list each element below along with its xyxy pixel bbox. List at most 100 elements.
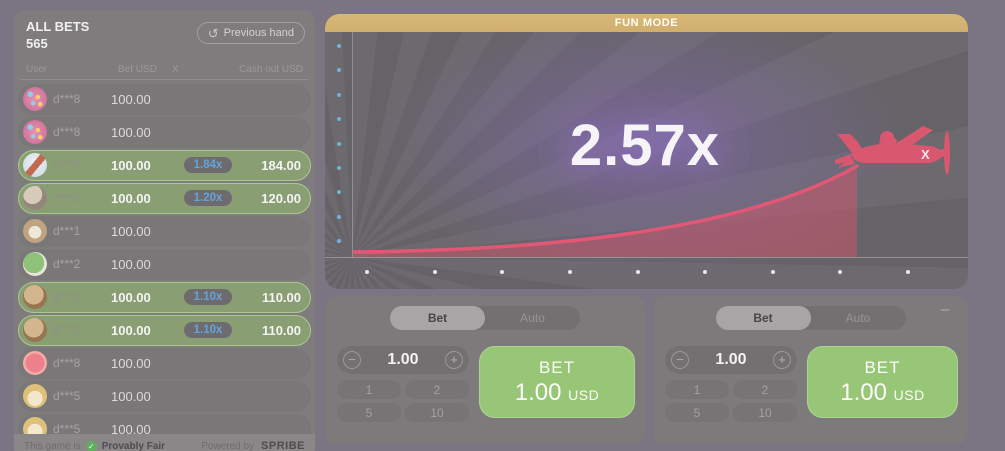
axis-dot — [337, 141, 341, 146]
fun-mode-banner: FUN MODE — [325, 14, 968, 32]
multiplier-curve — [353, 164, 859, 257]
decrease-amount-button[interactable]: − — [343, 351, 361, 369]
username: d***5 — [53, 389, 81, 404]
bet-amount: 100.00 — [111, 190, 151, 206]
axis-dot — [337, 214, 341, 219]
axis-dot — [337, 117, 341, 122]
quick-amount-chip-10[interactable]: 10 — [733, 403, 797, 422]
bet-button[interactable]: BET 1.00 USD — [479, 346, 635, 418]
bet-list-item: d***8 100.00 — [18, 347, 311, 379]
amount-stepper: − 1.00 + — [337, 346, 469, 374]
decrease-amount-button[interactable]: − — [671, 351, 689, 369]
bet-amount: 100.00 — [111, 223, 151, 239]
bet-panel-body: − 1.00 + 1 2 5 10 BET 1.00 USD — [337, 346, 635, 422]
username: d***2 — [53, 191, 81, 206]
axis-dot — [838, 269, 843, 274]
sidebar-header: ALL BETS 565 ↺ Previous hand — [14, 10, 315, 55]
multiplier-badge: 1.10x — [183, 322, 233, 339]
bet-amount: 100.00 — [111, 388, 151, 404]
amount-value[interactable]: 1.00 — [715, 351, 747, 368]
all-bets-count: 565 — [26, 35, 48, 51]
bet-amount: 100.00 — [111, 322, 151, 338]
quick-amount-chip-1[interactable]: 1 — [337, 380, 401, 399]
provably-fair-link[interactable]: Provably Fair — [101, 440, 166, 451]
bet-list-item: d***5 100.00 — [18, 380, 311, 412]
bets-table-header: User Bet USD X Cash out USD — [20, 60, 309, 80]
username: d***8 — [53, 92, 81, 107]
bet-panel-body: − 1.00 + 1 2 5 10 BET 1.00 USD — [665, 346, 958, 422]
bet-list-item: d***8 100.00 — [18, 83, 311, 115]
bet-button-currency: USD — [893, 386, 925, 403]
bet-amount: 100.00 — [111, 289, 151, 305]
cashout-amount: 110.00 — [261, 322, 301, 338]
user-avatar-eagle — [23, 153, 47, 178]
quick-amount-chips: 1 2 5 10 — [337, 380, 469, 422]
user-avatar-dog — [23, 186, 47, 211]
increase-amount-button[interactable]: + — [772, 351, 791, 369]
bet-list-item: d***2 100.00 1.10x 110.00 — [18, 281, 311, 313]
previous-hand-button[interactable]: ↺ Previous hand — [196, 22, 305, 44]
axis-dot — [337, 92, 341, 97]
bet-amount: 100.00 — [111, 421, 151, 437]
bet-list-item: d***0 100.00 1.84x 184.00 — [18, 149, 311, 181]
bet-button[interactable]: BET 1.00 USD — [807, 346, 958, 418]
bet-auto-tabs: Bet Auto — [390, 306, 580, 330]
game-main-area: FUN MODE X 2.57x – — [325, 14, 968, 444]
bet-amount: 100.00 — [111, 256, 151, 272]
axis-dot — [337, 239, 341, 243]
powered-by-label: Powered by — [201, 440, 255, 451]
quick-amount-chip-2[interactable]: 2 — [733, 380, 797, 399]
quick-amount-chip-1[interactable]: 1 — [665, 380, 729, 399]
tab-auto[interactable]: Auto — [845, 311, 871, 325]
axis-dot — [365, 269, 369, 274]
axis-dot — [770, 269, 775, 274]
tab-auto[interactable]: Auto — [520, 311, 545, 325]
user-avatar-owl — [23, 219, 47, 244]
remove-panel-button[interactable]: – — [940, 301, 950, 318]
amount-controls: − 1.00 + 1 2 5 10 — [665, 346, 797, 422]
quick-amount-chip-5[interactable]: 5 — [665, 403, 729, 422]
axis-dot — [337, 44, 341, 48]
username: d***8 — [53, 356, 81, 371]
quick-amount-chip-2[interactable]: 2 — [405, 380, 469, 399]
col-bet: Bet USD — [118, 63, 157, 75]
spribe-logo: SPRIBE — [261, 440, 305, 451]
cashout-amount: 184.00 — [261, 157, 301, 173]
bet-list-item: d***8 100.00 — [18, 116, 311, 148]
username: d***2 — [53, 257, 81, 272]
all-bets-title: ALL BETS — [26, 19, 90, 34]
increase-amount-button[interactable]: + — [444, 351, 463, 369]
footer-prefix: This game is — [24, 440, 81, 451]
tab-bet[interactable]: Bet — [715, 306, 811, 330]
all-bets-sidebar: ALL BETS 565 ↺ Previous hand User Bet US… — [14, 10, 315, 451]
axis-dot — [337, 68, 341, 73]
bet-amount: 100.00 — [111, 124, 151, 140]
bet-button-label: BET — [538, 357, 576, 377]
axis-dot — [500, 269, 505, 274]
sidebar-footer: This game is ✓ Provably Fair Powered by … — [14, 434, 315, 451]
multiplier-badge: 1.10x — [183, 289, 233, 306]
amount-value[interactable]: 1.00 — [387, 351, 419, 368]
bet-button-label: BET — [864, 357, 901, 377]
axis-dot — [432, 269, 437, 274]
history-icon: ↺ — [207, 25, 219, 41]
bets-list[interactable]: d***8 100.00 d***8 100.00 d***0 100.00 1… — [14, 83, 315, 445]
col-cashout: Cash out USD — [239, 63, 303, 75]
col-x: X — [172, 63, 179, 75]
quick-amount-chip-10[interactable]: 10 — [405, 403, 469, 422]
axis-dot — [703, 269, 708, 274]
provably-fair-shield-icon: ✓ — [85, 440, 97, 451]
username: d***1 — [53, 224, 81, 239]
user-avatar-donut — [23, 87, 47, 112]
col-user: User — [26, 63, 48, 75]
quick-amount-chip-5[interactable]: 5 — [337, 403, 401, 422]
bet-amount: 100.00 — [111, 91, 151, 107]
user-avatar-luckycat — [23, 384, 47, 409]
tab-bet[interactable]: Bet — [390, 306, 485, 330]
axis-dot — [337, 190, 341, 195]
user-avatar-grapefruit — [23, 351, 47, 376]
x-axis-dots — [325, 257, 968, 289]
